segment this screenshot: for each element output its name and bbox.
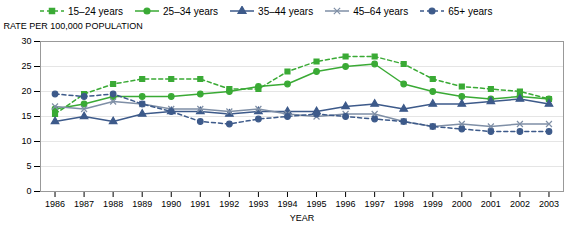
- svg-text:1992: 1992: [219, 199, 239, 209]
- svg-text:1988: 1988: [103, 199, 123, 209]
- svg-text:1999: 1999: [423, 199, 443, 209]
- svg-text:1996: 1996: [336, 199, 356, 209]
- svg-text:YEAR: YEAR: [290, 213, 315, 223]
- svg-text:1989: 1989: [132, 199, 152, 209]
- svg-text:30: 30: [21, 36, 31, 46]
- html-text:65+ years: 65+ years: [448, 5, 493, 17]
- svg-text:1997: 1997: [365, 199, 385, 209]
- svg-text:1987: 1987: [74, 199, 94, 209]
- svg-text:1994: 1994: [277, 199, 297, 209]
- svg-text:1986: 1986: [45, 199, 65, 209]
- svg-text:15: 15: [21, 111, 31, 121]
- svg-text:2001: 2001: [481, 199, 501, 209]
- svg-text:1991: 1991: [190, 199, 210, 209]
- html-text:35–44 years: 35–44 years: [258, 5, 314, 17]
- svg-text:1990: 1990: [161, 199, 181, 209]
- svg-text:1998: 1998: [394, 199, 414, 209]
- svg-text:5: 5: [26, 161, 31, 171]
- svg-text:RATE PER 100,000 POPULATION: RATE PER 100,000 POPULATION: [4, 21, 143, 31]
- svg-text:1993: 1993: [248, 199, 268, 209]
- html-text:25–34 years: 25–34 years: [163, 5, 219, 17]
- svg-text:10: 10: [21, 136, 31, 146]
- svg-text:25: 25: [21, 61, 31, 71]
- html-text:45–64 years: 45–64 years: [353, 5, 409, 17]
- svg-text:2002: 2002: [510, 199, 530, 209]
- svg-text:2003: 2003: [539, 199, 559, 209]
- svg-text:2000: 2000: [452, 199, 472, 209]
- html-text:15–24 years: 15–24 years: [68, 5, 123, 17]
- svg-text:1995: 1995: [307, 199, 327, 209]
- svg-text:20: 20: [21, 86, 31, 96]
- svg-text:0: 0: [26, 186, 31, 196]
